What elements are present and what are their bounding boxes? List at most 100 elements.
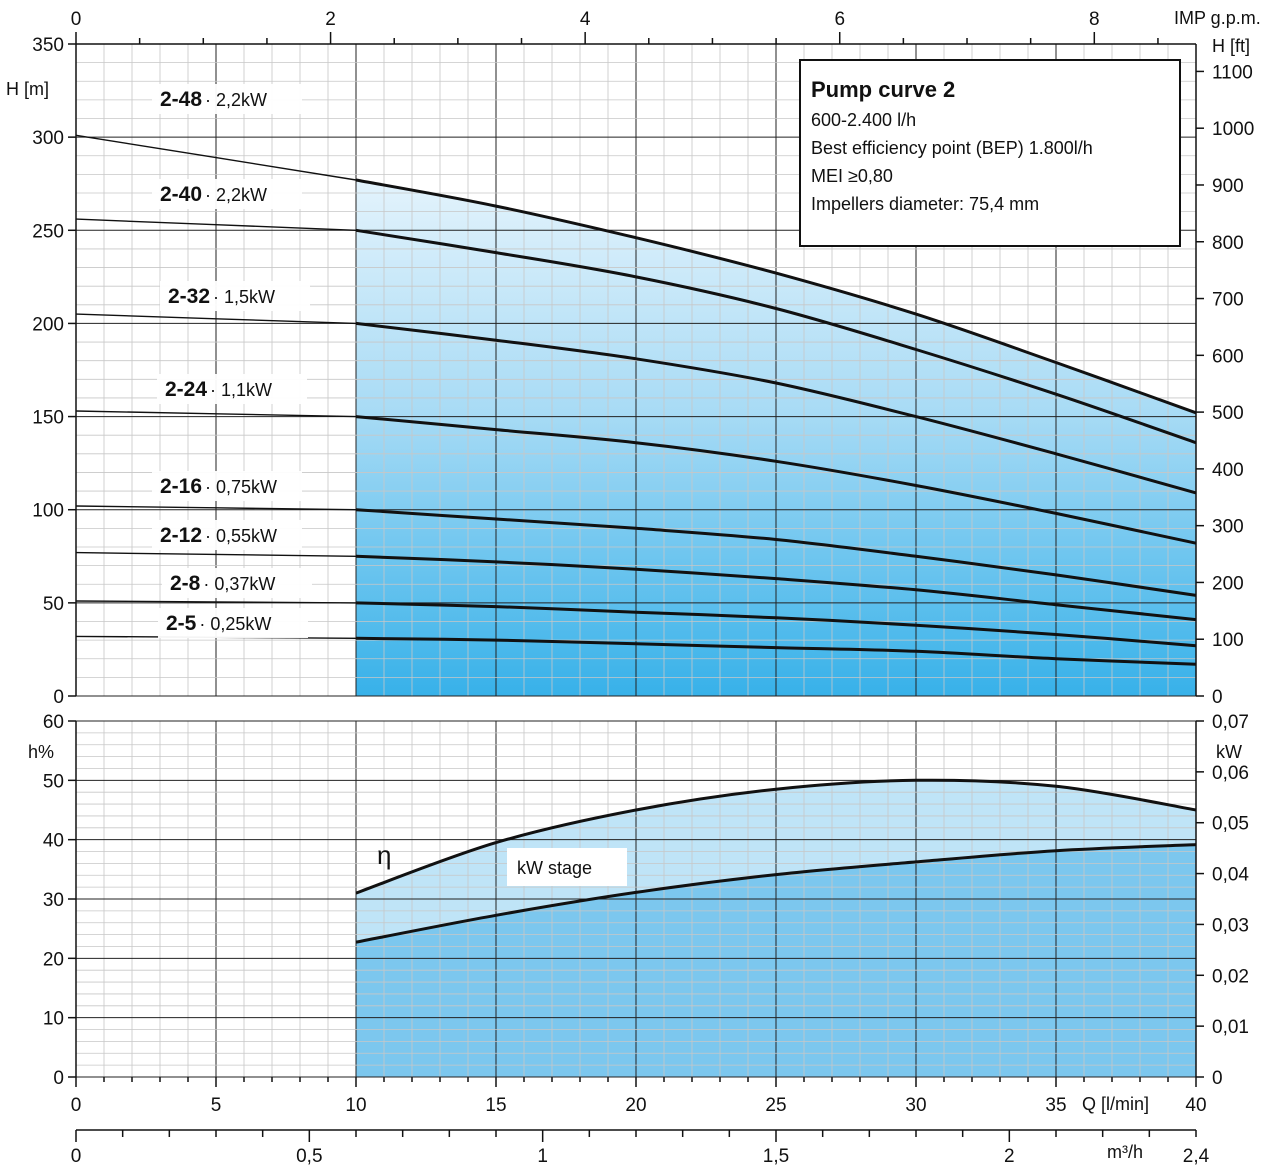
flow-tick-label: 20 xyxy=(625,1095,646,1116)
head-curve-2-12 xyxy=(355,554,1197,622)
series-model-2-8: 2-8 xyxy=(170,572,201,595)
series-label-text: 2-48 · 2,2kW xyxy=(160,88,267,111)
efficiency-tick-label: 40 xyxy=(43,831,64,852)
series-power-2-5: · 0,25kW xyxy=(199,614,271,634)
series-label-text: 2-12 · 0,55kW xyxy=(160,524,277,547)
efficiency-tick-label: 50 xyxy=(43,771,64,792)
m3h-tick-label: 1,5 xyxy=(763,1146,789,1167)
series-power-2-8: · 0,37kW xyxy=(203,574,275,594)
head-curve-2-8 xyxy=(355,601,1197,648)
efficiency-tick-label: 0 xyxy=(53,1068,64,1089)
ft-tick-label: 1000 xyxy=(1212,119,1254,140)
series-model-2-48: 2-48 xyxy=(160,88,202,111)
right-axis-label-kw: kW xyxy=(1216,742,1242,762)
series-label-2-48: 2-48 · 2,2kW xyxy=(152,84,302,114)
series-label-2-12: 2-12 · 0,55kW xyxy=(152,520,302,550)
series-label-bg xyxy=(152,520,302,550)
y-tick-label: 300 xyxy=(32,128,64,149)
head-curve-2-12-shutoff xyxy=(75,551,357,557)
ft-tick-label: 0 xyxy=(1212,687,1223,708)
kw-tick-label: 0,01 xyxy=(1212,1017,1249,1038)
series-power-2-24: · 1,1kW xyxy=(210,380,272,400)
series-label-bg xyxy=(152,179,302,209)
head-curve-2-24-shutoff xyxy=(75,410,357,418)
efficiency-tick-label: 20 xyxy=(43,949,64,970)
x-axis-label-flow: Q [l/min] xyxy=(1082,1094,1149,1114)
ft-tick-label: 300 xyxy=(1212,517,1244,538)
kw-tick-label: 0,05 xyxy=(1212,814,1249,835)
series-label-text: 2-8 · 0,37kW xyxy=(170,572,275,595)
m3h-tick-label: 1 xyxy=(537,1146,548,1167)
kw-tick-label: 0 xyxy=(1212,1068,1223,1089)
flow-tick-label: 35 xyxy=(1045,1095,1066,1116)
gpm-tick-label: 8 xyxy=(1089,9,1100,30)
kw-stage-label: kW stage xyxy=(517,858,592,878)
y-tick-label: 350 xyxy=(32,35,64,56)
series-label-text: 2-40 · 2,2kW xyxy=(160,183,267,206)
series-label-bg xyxy=(162,568,312,598)
kw-tick-label: 0,02 xyxy=(1212,966,1249,987)
y-tick-label: 50 xyxy=(43,594,64,615)
y-tick-label: 0 xyxy=(53,687,64,708)
ft-tick-label: 100 xyxy=(1212,630,1244,651)
flow-tick-label: 30 xyxy=(905,1095,926,1116)
right-axis-label-ft: H [ft] xyxy=(1212,36,1250,56)
kw-tick-label: 0,03 xyxy=(1212,915,1249,936)
series-model-2-5: 2-5 xyxy=(166,612,197,635)
ft-tick-label: 800 xyxy=(1212,233,1244,254)
y-axis-label-head: H [m] xyxy=(6,79,49,99)
ft-tick-label: 500 xyxy=(1212,403,1244,424)
series-label-text: 2-16 · 0,75kW xyxy=(160,475,277,498)
series-power-2-32: · 1,5kW xyxy=(213,287,275,307)
bottom-axis-label-m3h: m³/h xyxy=(1107,1142,1143,1162)
ft-tick-label: 900 xyxy=(1212,176,1244,197)
kw-stage-label-box xyxy=(507,848,627,886)
head-curve-2-24 xyxy=(355,415,1197,545)
curve-layer xyxy=(75,134,1197,944)
series-label-2-5: 2-5 · 0,25kW xyxy=(158,608,308,638)
m3h-tick-label: 0,5 xyxy=(296,1146,322,1167)
flow-tick-label: 40 xyxy=(1185,1095,1206,1116)
series-model-2-40: 2-40 xyxy=(160,183,202,206)
series-label-bg xyxy=(160,281,310,311)
info-box: Pump curve 2 600-2.400 l/h Best efficien… xyxy=(799,59,1181,247)
series-power-2-12: · 0,55kW xyxy=(205,526,277,546)
flow-tick-label: 5 xyxy=(211,1095,222,1116)
y-tick-label: 250 xyxy=(32,221,64,242)
efficiency-symbol: η xyxy=(377,840,391,870)
head-curve-2-5 xyxy=(355,636,1197,666)
series-power-2-16: · 0,75kW xyxy=(205,477,277,497)
head-curve-2-40 xyxy=(355,228,1197,445)
efficiency-tick-label: 30 xyxy=(43,890,64,911)
gpm-tick-label: 4 xyxy=(580,9,591,30)
series-label-2-16: 2-16 · 0,75kW xyxy=(152,471,302,501)
series-label-2-32: 2-32 · 1,5kW xyxy=(160,281,310,311)
info-box-line-impeller: Impellers diameter: 75,4 mm xyxy=(811,194,1039,214)
ft-tick-label: 600 xyxy=(1212,346,1244,367)
series-model-2-12: 2-12 xyxy=(160,524,202,547)
series-model-2-16: 2-16 xyxy=(160,475,202,498)
m3h-tick-label: 0 xyxy=(71,1146,82,1167)
flow-tick-label: 0 xyxy=(71,1095,82,1116)
axis-layer: 0501001502002503003500100200300400500600… xyxy=(32,9,1254,1167)
series-label-text: 2-24 · 1,1kW xyxy=(165,378,272,401)
head-curve-2-8-shutoff xyxy=(75,600,357,604)
series-power-2-48: · 2,2kW xyxy=(205,90,267,110)
series-label-2-40: 2-40 · 2,2kW xyxy=(152,179,302,209)
efficiency-tick-label: 10 xyxy=(43,1009,64,1030)
efficiency-curve xyxy=(355,778,1197,895)
kw-tick-label: 0,07 xyxy=(1212,712,1249,733)
ft-tick-label: 700 xyxy=(1212,290,1244,311)
kw-tick-label: 0,04 xyxy=(1212,865,1249,886)
head-curve-2-32 xyxy=(355,321,1197,495)
y-tick-label: 200 xyxy=(32,314,64,335)
m3h-tick-label: 2 xyxy=(1004,1146,1015,1167)
flow-tick-label: 15 xyxy=(485,1095,506,1116)
series-label-bg xyxy=(152,84,302,114)
flow-tick-label: 25 xyxy=(765,1095,786,1116)
y-tick-label: 150 xyxy=(32,408,64,429)
info-box-line-range: 600-2.400 l/h xyxy=(811,110,916,130)
head-curve-2-48 xyxy=(355,178,1197,415)
